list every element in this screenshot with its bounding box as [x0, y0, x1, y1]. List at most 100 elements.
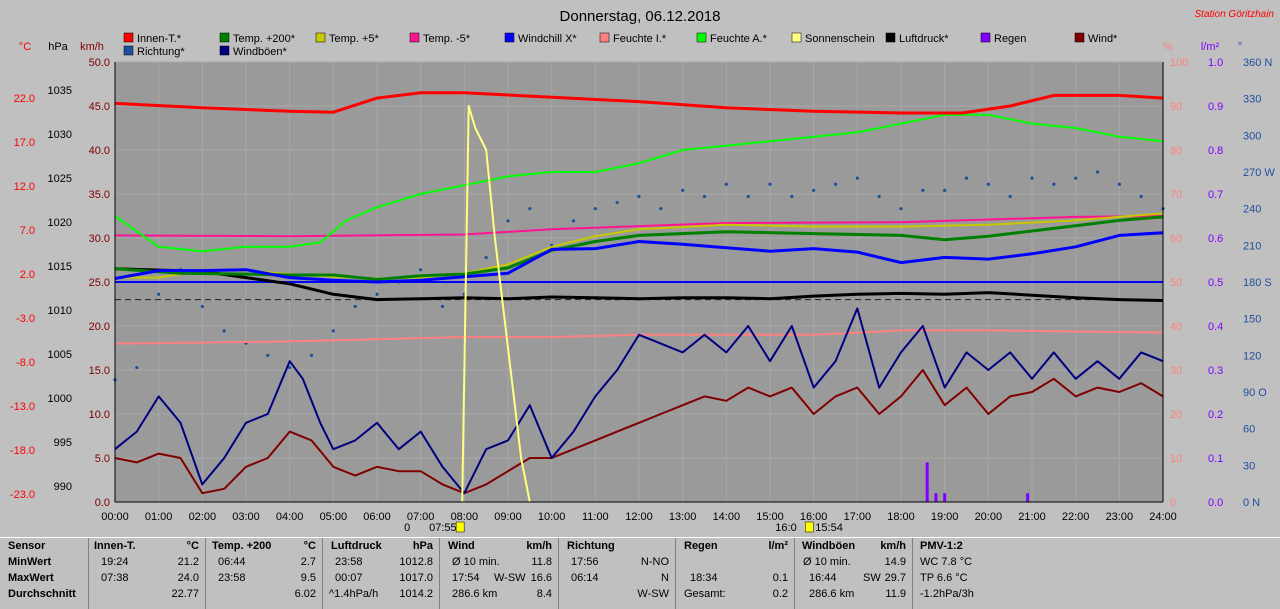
tick-humidity: 0 [1170, 497, 1176, 509]
stats-direction: SW [863, 572, 881, 584]
bar-regen [943, 493, 947, 502]
legend-label: Temp. -5* [423, 33, 471, 45]
tick-time: 22:00 [1062, 511, 1090, 523]
tick-time: 19:00 [931, 511, 959, 523]
legend-label: Windchill X* [518, 33, 577, 45]
tick-time: 04:00 [276, 511, 304, 523]
point-richtung [746, 194, 750, 199]
stats-value: 1012.8 [399, 556, 433, 568]
legend-label: Temp. +5* [329, 33, 380, 45]
tick-direction: 150 [1243, 314, 1261, 326]
series-sonnenschein [461, 105, 531, 503]
unit-direction: ° [1238, 41, 1242, 53]
legend-swatch [219, 45, 230, 56]
sunset-icon [805, 521, 814, 533]
legend-label: Temp. +200* [233, 33, 296, 45]
tick-wind: 15.0 [89, 365, 110, 377]
stats-time: 19:24 [101, 556, 129, 568]
stats-min-label: MinWert [8, 556, 52, 568]
stats-value: 1017.0 [399, 572, 433, 584]
chart-title: Donnerstag, 06.12.2018 [560, 8, 721, 25]
tick-pressure: 1000 [48, 393, 72, 405]
tick-time: 14:00 [713, 511, 741, 523]
stats-value: N [661, 572, 669, 584]
stats-time: 00:07 [335, 572, 363, 584]
tick-direction: 210 [1243, 240, 1261, 252]
legend-label: Sonnenschein [805, 33, 875, 45]
stats-label: Gesamt: [684, 588, 726, 600]
tick-pressure: 990 [54, 481, 72, 493]
point-richtung [484, 255, 488, 260]
point-richtung [812, 188, 816, 192]
point-richtung [833, 182, 838, 186]
legend-label: Regen [994, 33, 1026, 45]
tick-wind: 0.0 [95, 497, 110, 509]
series-temp-5 [114, 215, 1164, 238]
series-luftdruck [114, 267, 1164, 302]
point-richtung [222, 329, 226, 333]
stats-header: Wind [448, 540, 475, 552]
tick-temp: 2.0 [20, 269, 35, 281]
tick-rain: 1.0 [1208, 57, 1223, 69]
tick-humidity: 30 [1170, 365, 1182, 377]
tick-rain: 0.6 [1208, 233, 1223, 245]
tick-rain: 0.0 [1208, 497, 1223, 509]
tick-time: 17:00 [844, 511, 872, 523]
stats-col-richtung: Richtung 17:56 N-NO 06:14 N W-SW [559, 538, 676, 609]
stats-distance: 286.6 km [809, 588, 855, 600]
stats-value: 22.77 [171, 588, 199, 600]
stats-label: Ø 10 min. [803, 556, 851, 568]
stats-header: PMV-1:2 [920, 540, 963, 552]
point-richtung [528, 207, 532, 211]
series-temp-200 [114, 215, 1164, 281]
point-richtung [702, 194, 707, 199]
unit-temp: °C [19, 41, 31, 53]
tick-direction: 0 N [1243, 497, 1260, 509]
series-regen [925, 462, 1030, 502]
tick-temp: -18.0 [10, 445, 35, 457]
tick-temp: 12.0 [14, 181, 35, 193]
legend-swatch [123, 32, 134, 43]
legend-label: Luftdruck* [899, 33, 949, 45]
tick-humidity: 10 [1170, 453, 1182, 465]
point-richtung [593, 207, 597, 211]
point-richtung [266, 353, 270, 357]
tick-wind: 5.0 [95, 453, 110, 465]
series-feuchte-a [114, 113, 1164, 253]
tick-direction: 90 O [1243, 387, 1267, 399]
stats-header: Regen [684, 540, 718, 552]
tick-humidity: 60 [1170, 233, 1182, 245]
stats-value: W-SW [637, 588, 669, 600]
tick-wind: 30.0 [89, 233, 110, 245]
stats-time: 17:54 [452, 572, 480, 584]
tick-temp: -13.0 [10, 401, 35, 413]
tick-humidity: 50 [1170, 277, 1182, 289]
stats-value: 1014.2 [399, 588, 433, 600]
tick-temp: -8.0 [16, 357, 35, 369]
tick-direction: 180 S [1243, 277, 1272, 289]
axes: 22.0 17.0 12.0 7.0 2.0 -3.0 -8.0 -13.0 -18.0 -23.… [10, 41, 1275, 534]
tick-humidity: 70 [1170, 189, 1182, 201]
stats-time: 06:14 [571, 572, 599, 584]
series-richtung [113, 170, 1165, 382]
stats-header: Innen-T. [94, 540, 136, 552]
series-wind [114, 369, 1164, 495]
tick-time: 16:00 [800, 511, 828, 523]
tick-pressure: 1015 [48, 261, 72, 273]
tick-rain: 0.9 [1208, 101, 1223, 113]
legend-label: Innen-T.* [137, 33, 182, 45]
point-richtung [1030, 176, 1034, 180]
stats-col-temp: Temp. +200 °C 06:44 2.7 23:58 9.5 6.02 [206, 538, 323, 609]
series-windb-en [114, 307, 1164, 495]
stats-header: Richtung [567, 540, 615, 552]
stats-header: Windböen [802, 540, 856, 552]
stats-value: 29.7 [884, 572, 906, 584]
stats-value: WC 7.8 °C [920, 556, 973, 568]
tick-wind: 35.0 [89, 189, 110, 201]
point-richtung [375, 292, 379, 296]
bar-regen [934, 493, 938, 502]
stats-time: 16:44 [809, 572, 837, 584]
tick-time: 02:00 [189, 511, 217, 523]
tick-pressure: 995 [54, 437, 72, 449]
stats-value: 0.1 [772, 572, 788, 584]
